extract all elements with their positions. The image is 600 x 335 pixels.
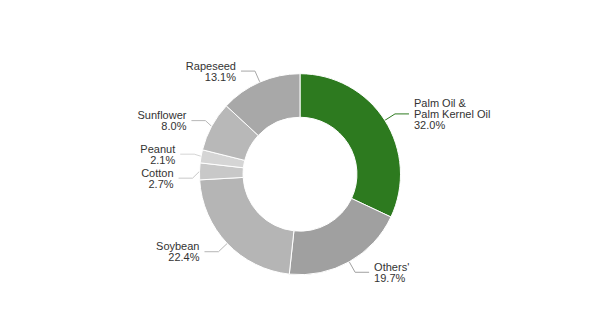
svg-text:19.7%: 19.7% — [374, 272, 405, 284]
svg-text:Rapeseed: Rapeseed — [185, 59, 236, 72]
svg-text:8.0%: 8.0% — [161, 120, 186, 132]
svg-text:2.7%: 2.7% — [148, 178, 173, 190]
svg-text:2.1%: 2.1% — [150, 154, 175, 166]
svg-text:32.0%: 32.0% — [414, 119, 445, 131]
svg-text:22.4%: 22.4% — [168, 251, 199, 263]
svg-text:Cotton: Cotton — [141, 166, 174, 179]
svg-text:Sunflower: Sunflower — [137, 109, 187, 122]
svg-text:Palm Oil &: Palm Oil & — [414, 96, 466, 109]
svg-text:13.1%: 13.1% — [205, 71, 236, 83]
svg-text:Soybean: Soybean — [156, 240, 200, 253]
svg-text:Peanut: Peanut — [140, 142, 176, 155]
svg-text:Palm Kernel Oil: Palm Kernel Oil — [414, 107, 491, 120]
svg-text:Others': Others' — [374, 260, 410, 273]
